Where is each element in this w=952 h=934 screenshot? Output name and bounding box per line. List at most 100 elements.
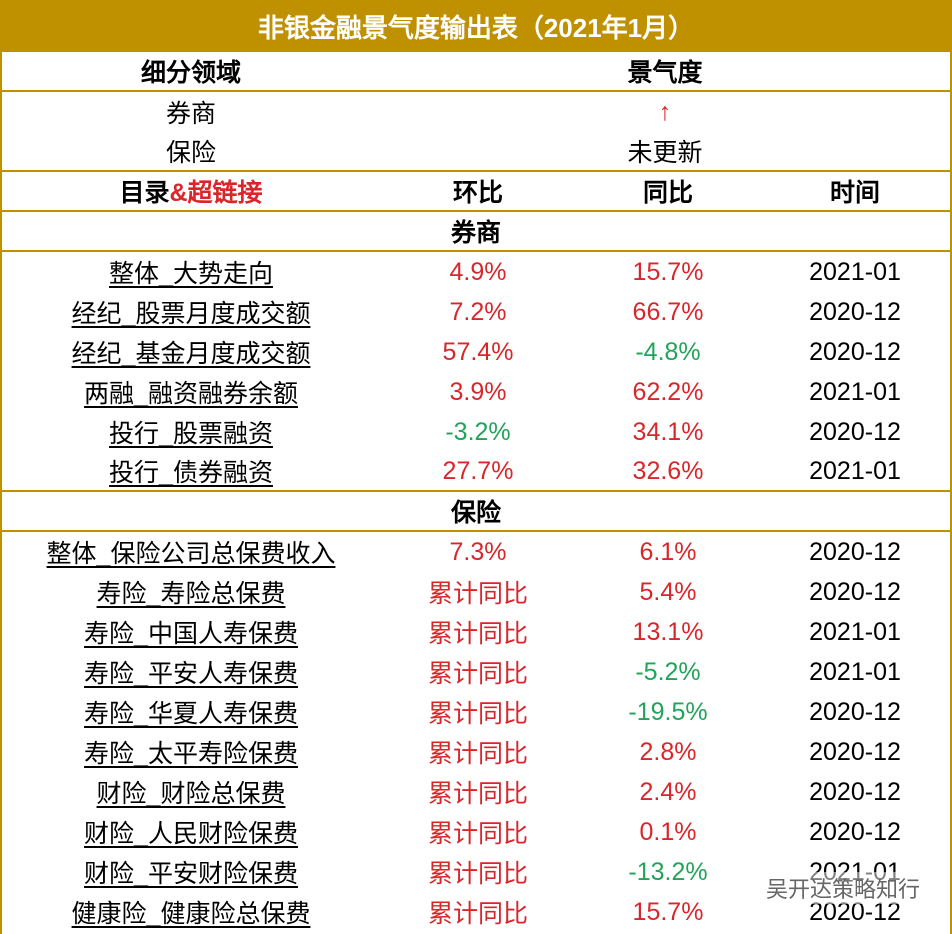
table-row: 寿险_平安人寿保费 累计同比 -5.2% 2021-01 [2,652,950,692]
data-cell: 累计同比 [427,900,528,928]
summary-cell: 未更新 [627,139,703,167]
data-cell: 6.1% [639,537,697,566]
summary-cell: ↑ [658,97,672,126]
table-row: 寿险_寿险总保费 累计同比 5.4% 2020-12 [2,572,950,612]
link-cell[interactable]: 整体_大势走向 [109,260,273,288]
table-row: 财险_人民财险保费 累计同比 0.1% 2020-12 [2,812,950,852]
data-cell: 2020-12 [809,697,901,726]
link-cell[interactable]: 财险_人民财险保费 [84,820,298,848]
data-cell: 累计同比 [427,780,528,808]
link-cell[interactable]: 经纪_股票月度成交额 [71,300,311,328]
data-cell: 2021-01 [809,377,901,406]
data-cell: 15.7% [632,257,704,286]
table-row: 寿险_华夏人寿保费 累计同比 -19.5% 2020-12 [2,692,950,732]
table-row: 券商 ↑ [2,92,950,132]
data-cell: 2020-12 [809,337,901,366]
section-title: 保险 [450,499,501,527]
link-cell[interactable]: 寿险_华夏人寿保费 [84,700,298,728]
data-cell: 2021-01 [809,657,901,686]
header-cell: 景气度 [627,59,703,87]
data-cell: 2021-01 [809,456,901,485]
header-cell: 时间 [829,179,880,207]
table-row: 健康险_健康险总保费 累计同比 15.7% 2020-12 [2,892,950,932]
data-cell: 34.1% [632,417,704,446]
data-cell: 累计同比 [427,820,528,848]
data-cell: 3.9% [449,377,507,406]
link-cell[interactable]: 寿险_寿险总保费 [96,580,286,608]
data-cell: 2021-01 [809,257,901,286]
table-row: 寿险_中国人寿保费 累计同比 13.1% 2021-01 [2,612,950,652]
data-cell: 7.2% [449,297,507,326]
data-cell: 2.4% [639,777,697,806]
header-text: 目录 [119,179,170,207]
data-cell: 4.9% [449,257,507,286]
link-cell[interactable]: 寿险_中国人寿保费 [84,620,298,648]
data-cell: 累计同比 [427,620,528,648]
table-row: 保险 未更新 [2,132,950,172]
header-cell: 细分领域 [140,59,241,87]
data-cell: 66.7% [632,297,704,326]
data-cell: -3.2% [445,417,511,446]
section-title: 券商 [450,219,501,247]
data-cell: 累计同比 [427,700,528,728]
data-cell: 57.4% [442,337,514,366]
data-cell: 2020-12 [809,777,901,806]
data-cell: 5.4% [639,577,697,606]
data-cell: 2020-12 [809,297,901,326]
link-cell[interactable]: 财险_平安财险保费 [84,860,298,888]
table-title: 非银金融景气度输出表（2021年1月） [2,0,950,52]
summary-cell: 保险 [165,139,216,167]
link-cell[interactable]: 财险_财险总保费 [96,780,286,808]
data-cell: -19.5% [628,697,708,726]
data-cell: 累计同比 [427,860,528,888]
table-row: 整体_大势走向 4.9% 15.7% 2021-01 [2,252,950,292]
table-body: 细分领域 景气度 券商 ↑ 保险 未更新 目录&超链接 环比 同比 时间 券商 整体_大势走向 4.9%… [2,52,950,932]
table-row: 财险_财险总保费 累计同比 2.4% 2020-12 [2,772,950,812]
data-cell: 2020-12 [809,417,901,446]
data-cell: 7.3% [449,537,507,566]
data-cell: 27.7% [442,456,514,485]
data-cell: 0.1% [639,817,697,846]
header-cell: 环比 [452,179,503,207]
data-cell: -13.2% [628,857,708,886]
data-cell: 累计同比 [427,580,528,608]
link-cell[interactable]: 整体_保险公司总保费收入 [46,540,336,568]
header-cell: 目录&超链接 [2,173,380,209]
summary-cell: 券商 [165,100,216,128]
data-cell: 2020-12 [809,577,901,606]
link-cell[interactable]: 寿险_太平寿险保费 [84,740,298,768]
link-cell[interactable]: 寿险_平安人寿保费 [84,660,298,688]
table-row: 两融_融资融券余额 3.9% 62.2% 2021-01 [2,372,950,412]
data-cell: 累计同比 [427,740,528,768]
data-cell: 2020-12 [809,817,901,846]
link-cell[interactable]: 投行_债券融资 [109,459,273,487]
table-row: 经纪_股票月度成交额 7.2% 66.7% 2020-12 [2,292,950,332]
data-cell: -4.8% [635,337,701,366]
data-cell: 15.7% [632,897,704,926]
table-row: 目录&超链接 环比 同比 时间 [2,172,950,212]
link-cell[interactable]: 投行_股票融资 [109,420,273,448]
table-row: 整体_保险公司总保费收入 7.3% 6.1% 2020-12 [2,532,950,572]
table-row: 投行_股票融资 -3.2% 34.1% 2020-12 [2,412,950,452]
link-cell[interactable]: 经纪_基金月度成交额 [71,340,311,368]
data-cell: 2020-12 [809,537,901,566]
table-row: 保险 [2,492,950,532]
data-cell: 2020-12 [809,737,901,766]
watermark: 吴开达策略知行 [765,872,920,904]
data-cell: 2.8% [639,737,697,766]
link-cell[interactable]: 健康险_健康险总保费 [71,900,311,928]
data-cell: 62.2% [632,377,704,406]
data-cell: -5.2% [635,657,701,686]
data-cell: 32.6% [632,456,704,485]
data-cell: 13.1% [632,617,704,646]
data-cell: 2021-01 [809,617,901,646]
table-row: 寿险_太平寿险保费 累计同比 2.8% 2020-12 [2,732,950,772]
data-cell: 累计同比 [427,660,528,688]
header-text: &超链接 [169,179,263,207]
table-row: 经纪_基金月度成交额 57.4% -4.8% 2020-12 [2,332,950,372]
link-cell[interactable]: 两融_融资融券余额 [84,380,298,408]
table-row: 细分领域 景气度 [2,52,950,92]
header-cell: 同比 [642,179,693,207]
table-row: 投行_债券融资 27.7% 32.6% 2021-01 [2,452,950,492]
